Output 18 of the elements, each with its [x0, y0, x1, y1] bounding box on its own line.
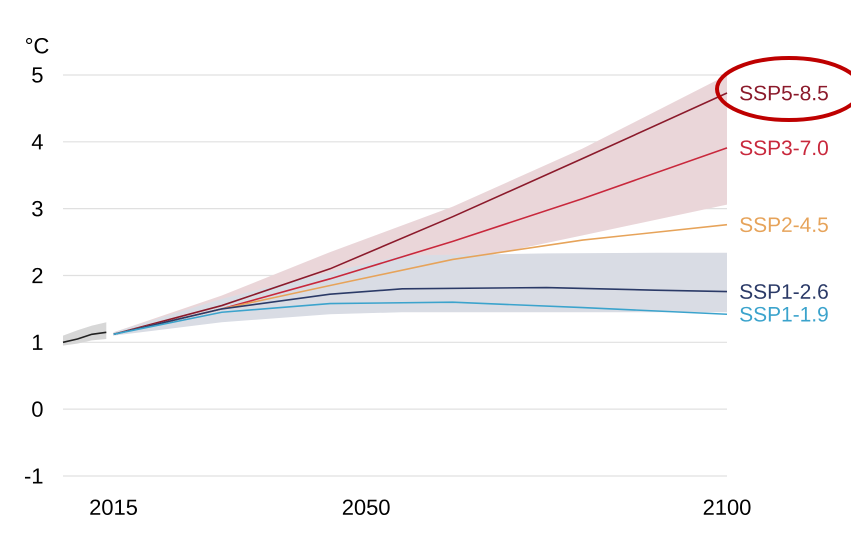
- y-tick-label: 5: [32, 67, 43, 83]
- y-tick-label: 4: [32, 134, 43, 150]
- series-label: SSP5-8.5: [740, 86, 828, 100]
- line-series: [112, 301, 728, 336]
- series-label: SSP2-4.5: [740, 217, 828, 232]
- y-tick-label: 0: [32, 401, 43, 417]
- x-tick-label: 2015: [90, 499, 137, 516]
- y-axis-title: °C: [26, 38, 48, 54]
- y-tick-label: 1: [32, 334, 42, 350]
- x-tick-label: 2100: [704, 499, 751, 516]
- series-label: SSP3-7.0: [740, 140, 828, 156]
- y-tick-label: 3: [32, 200, 43, 216]
- x-tick-label: 2050: [342, 499, 390, 516]
- series-label: SSP1-1.9: [740, 306, 828, 322]
- series-label: SSP1-2.6: [740, 284, 828, 299]
- y-tick-label: -1: [24, 468, 42, 484]
- y-tick-label: 2: [32, 268, 42, 284]
- line-series: [62, 331, 108, 344]
